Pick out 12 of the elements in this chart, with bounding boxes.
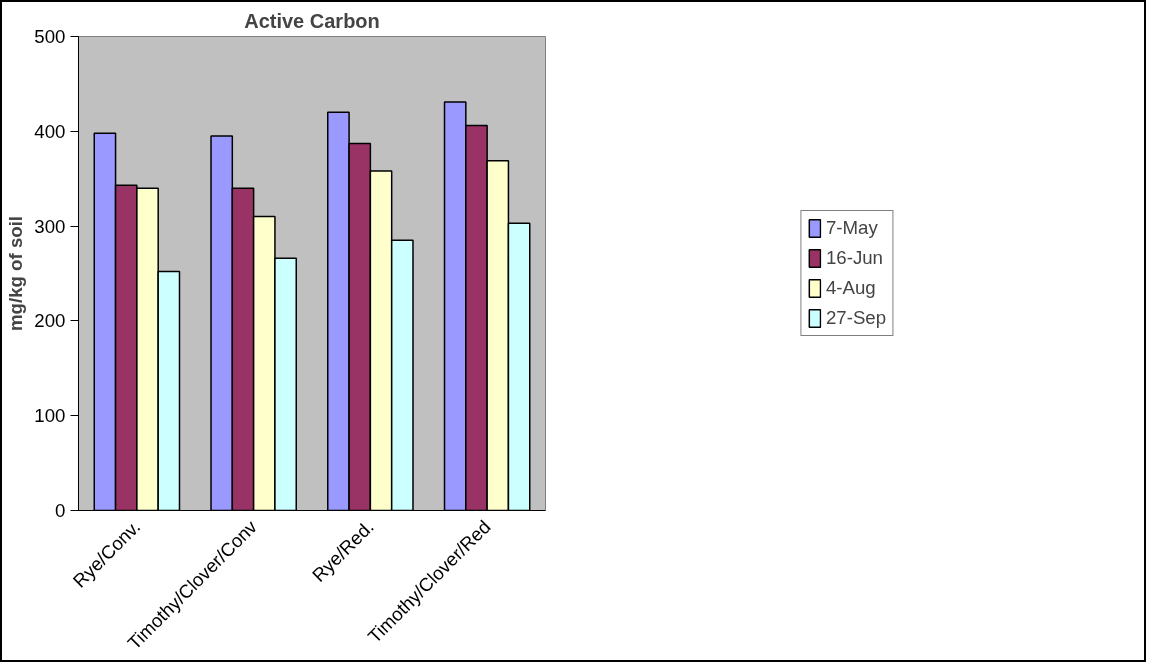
y-tick-label: 300 [34, 215, 66, 237]
legend-label: 16-Jun [825, 247, 883, 269]
legend-label: 7-May [825, 217, 878, 239]
y-tick-label: 100 [34, 405, 66, 427]
chart-title: Active Carbon [244, 9, 380, 32]
legend-label: 27-Sep [825, 307, 887, 329]
y-tick-label: 0 [55, 500, 66, 521]
y-tick-label: 200 [34, 310, 66, 332]
legend-label: 4-Aug [825, 277, 876, 299]
y-tick-label: 500 [34, 26, 66, 47]
y-axis-title: mg/kg of soil [5, 215, 27, 332]
y-tick-label: 400 [34, 120, 66, 142]
